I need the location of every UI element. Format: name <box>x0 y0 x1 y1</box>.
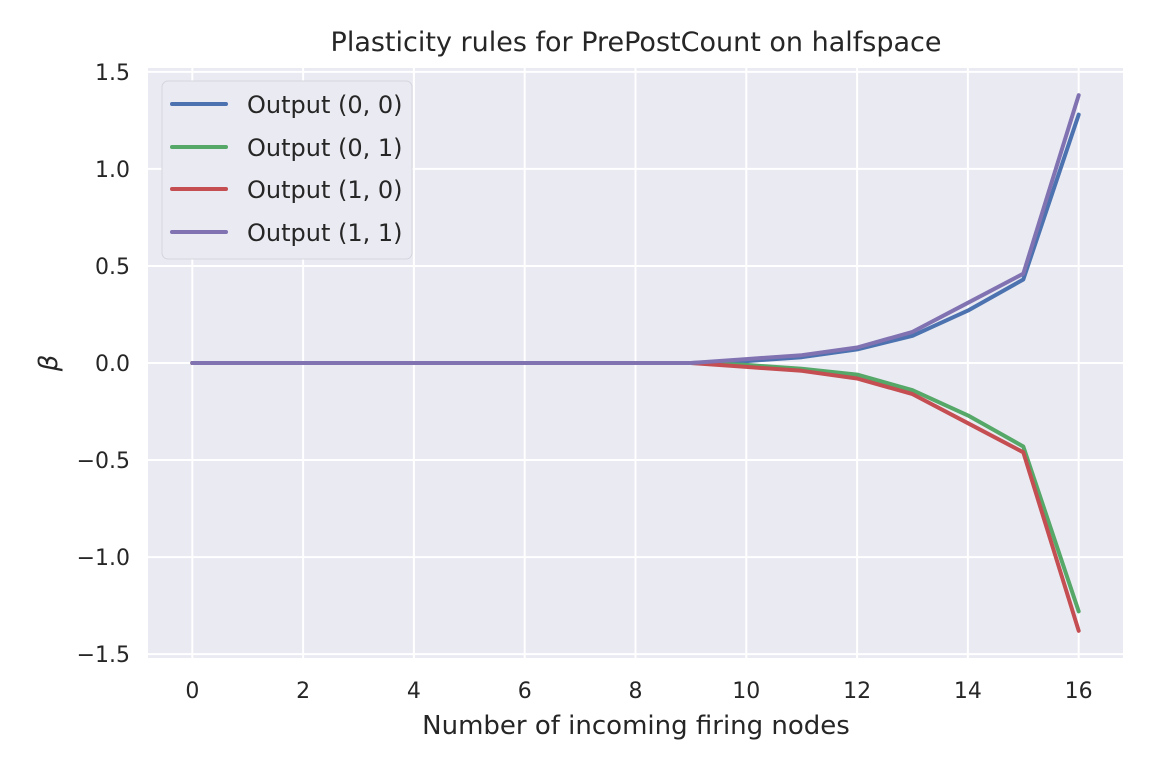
y-tick-label: 1.0 <box>95 158 130 183</box>
legend-label-output-0-0: Output (0, 0) <box>247 91 403 119</box>
x-tick-label: 14 <box>954 679 982 704</box>
grid <box>148 68 1123 658</box>
y-axis-label: β <box>34 355 64 373</box>
series-line-3 <box>190 93 1081 365</box>
x-tick-label: 16 <box>1065 679 1093 704</box>
x-tick-label: 0 <box>185 679 199 704</box>
chart-title: Plasticity rules for PrePostCount on hal… <box>331 27 942 58</box>
x-tick-label: 2 <box>296 679 310 704</box>
x-tick-label: 6 <box>518 679 532 704</box>
axis-ticks: 0 2 4 6 8 10 12 14 16 −1.5 −1.0 −0.5 0.0 0.5 1.0 1.5 <box>77 61 1093 704</box>
y-tick-label: 1.5 <box>95 61 130 86</box>
legend: Output (0, 0) Output (0, 1) Output (1, 0… <box>161 80 413 260</box>
x-tick-label: 10 <box>732 679 760 704</box>
series-lines <box>190 93 1081 633</box>
legend-label-output-1-0: Output (1, 0) <box>247 176 403 204</box>
legend-label-output-1-1: Output (1, 1) <box>247 219 403 247</box>
legend-box <box>161 80 413 260</box>
x-tick-label: 12 <box>843 679 871 704</box>
x-tick-label: 8 <box>629 679 643 704</box>
y-tick-label: 0.0 <box>95 352 130 377</box>
y-tick-label: 0.5 <box>95 255 130 280</box>
y-tick-label: −1.0 <box>77 546 130 571</box>
y-tick-label: −0.5 <box>77 449 130 474</box>
x-tick-label: 4 <box>407 679 421 704</box>
legend-label-output-0-1: Output (0, 1) <box>247 134 403 162</box>
x-axis-label: Number of incoming firing nodes <box>422 711 850 741</box>
y-tick-label: −1.5 <box>77 643 130 668</box>
